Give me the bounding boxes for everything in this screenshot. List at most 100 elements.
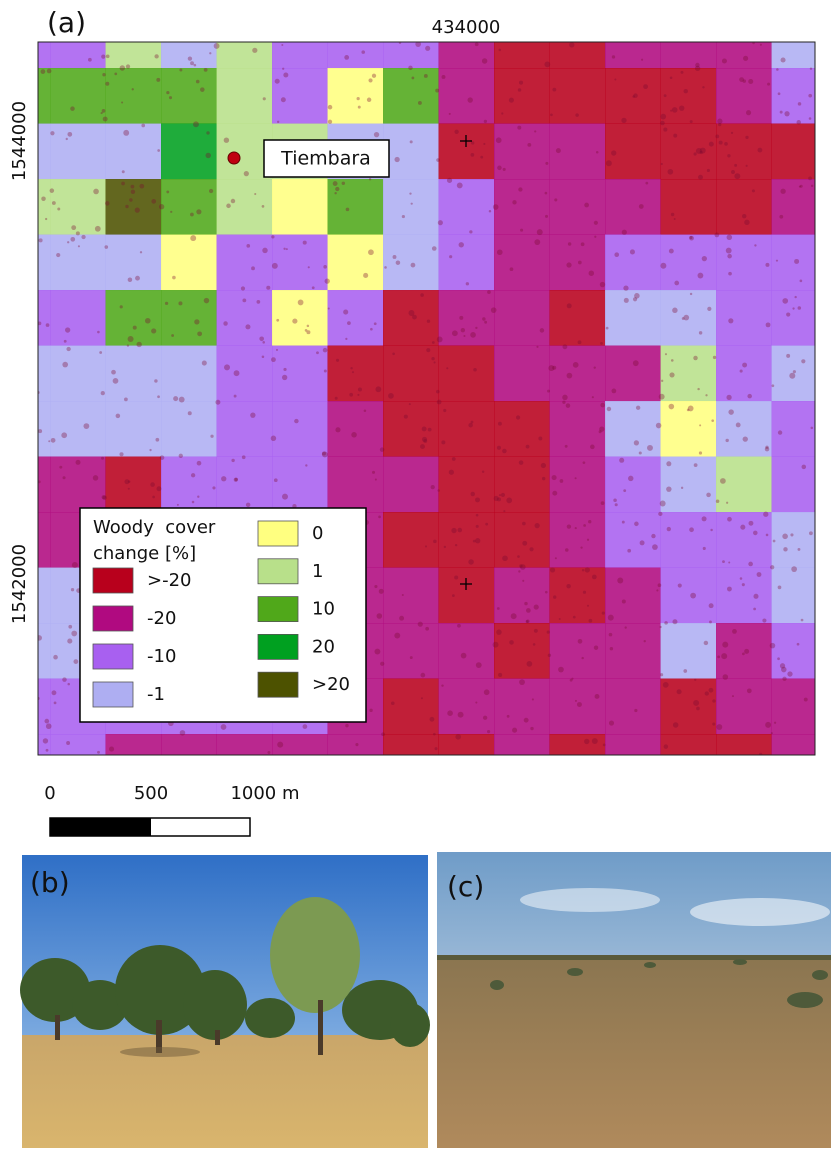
figure: (a) 434000 1544000 1542000 Tiembara Wood… <box>0 0 831 1157</box>
texture-dot <box>109 747 114 752</box>
texture-dot <box>451 528 456 533</box>
texture-dot <box>588 520 591 523</box>
place-label: Tiembara <box>280 148 371 170</box>
texture-dot <box>274 478 278 482</box>
texture-dot <box>428 428 432 432</box>
texture-dot <box>388 393 394 399</box>
texture-dot <box>771 384 774 387</box>
texture-dot <box>375 386 381 392</box>
texture-dot <box>698 175 703 180</box>
texture-dot <box>502 449 507 454</box>
map-cell <box>550 457 606 513</box>
texture-dot <box>484 689 490 695</box>
texture-dot <box>46 749 49 752</box>
texture-dot <box>658 583 662 587</box>
texture-dot <box>454 130 458 134</box>
texture-dot <box>740 525 745 530</box>
texture-dot <box>748 562 753 567</box>
texture-dot <box>742 652 745 655</box>
map-cell <box>50 457 106 513</box>
texture-dot <box>455 734 461 740</box>
texture-dot <box>384 266 387 269</box>
texture-dot <box>223 321 227 325</box>
texture-dot <box>432 246 437 251</box>
map-cell <box>439 235 495 291</box>
texture-dot <box>357 97 360 100</box>
texture-dot <box>67 241 69 243</box>
texture-dot <box>522 522 526 526</box>
texture-dot <box>670 76 673 79</box>
map-cell <box>439 290 495 346</box>
texture-dot <box>697 388 699 390</box>
texture-dot <box>364 409 367 412</box>
texture-dot <box>449 113 451 115</box>
texture-dot <box>595 694 600 699</box>
map-cell <box>383 623 439 679</box>
texture-dot <box>566 262 571 267</box>
texture-dot <box>102 495 106 499</box>
texture-dot <box>779 215 783 219</box>
texture-dot <box>600 342 603 345</box>
texture-dot <box>497 446 501 450</box>
texture-dot <box>702 256 707 261</box>
map-cell <box>494 346 550 402</box>
texture-dot <box>197 461 202 466</box>
texture-dot <box>645 182 648 185</box>
texture-dot <box>565 548 569 552</box>
texture-dot <box>723 674 729 680</box>
texture-dot <box>575 113 578 116</box>
texture-dot <box>358 388 362 392</box>
texture-dot <box>283 368 286 371</box>
texture-dot <box>52 690 57 695</box>
texture-dot <box>157 395 160 398</box>
texture-dot <box>617 577 623 583</box>
map-cell <box>605 568 661 624</box>
legend-swatch <box>93 568 133 593</box>
texture-dot <box>328 105 333 110</box>
texture-dot <box>802 465 807 470</box>
texture-dot <box>575 477 577 479</box>
map-cell <box>494 401 550 457</box>
texture-dot <box>580 547 582 549</box>
texture-dot <box>592 738 598 744</box>
texture-dot <box>778 586 782 590</box>
texture-dot <box>794 259 799 264</box>
texture-dot <box>665 353 667 355</box>
texture-dot <box>121 101 123 103</box>
texture-dot <box>624 298 629 303</box>
texture-dot <box>433 733 436 736</box>
texture-dot <box>534 239 540 245</box>
texture-dot <box>473 368 477 372</box>
texture-dot <box>746 165 748 167</box>
texture-dot <box>801 619 804 622</box>
map-cell <box>272 235 328 291</box>
texture-dot <box>433 540 437 544</box>
texture-dot <box>328 307 330 309</box>
texture-dot <box>587 539 589 541</box>
texture-dot <box>589 619 593 623</box>
map-cell <box>50 124 106 180</box>
map-cell <box>494 290 550 346</box>
texture-dot <box>533 643 536 646</box>
texture-dot <box>550 567 555 572</box>
map-cell <box>494 679 550 735</box>
texture-dot <box>307 325 310 328</box>
texture-dot <box>740 370 743 373</box>
texture-dot <box>658 512 662 516</box>
texture-dot <box>475 327 477 329</box>
texture-dot <box>487 290 491 294</box>
map-cell <box>439 568 495 624</box>
texture-dot <box>50 188 55 193</box>
texture-dot <box>719 141 723 145</box>
texture-dot <box>52 201 56 205</box>
texture-dot <box>602 611 605 614</box>
texture-dot <box>196 209 201 214</box>
texture-dot <box>171 334 174 337</box>
texture-dot <box>283 248 285 250</box>
texture-dot <box>411 203 413 205</box>
texture-dot <box>702 516 707 521</box>
map-cell <box>772 13 828 69</box>
legend-label: 10 <box>312 599 335 620</box>
texture-dot <box>681 71 684 74</box>
texture-dot <box>179 397 185 403</box>
